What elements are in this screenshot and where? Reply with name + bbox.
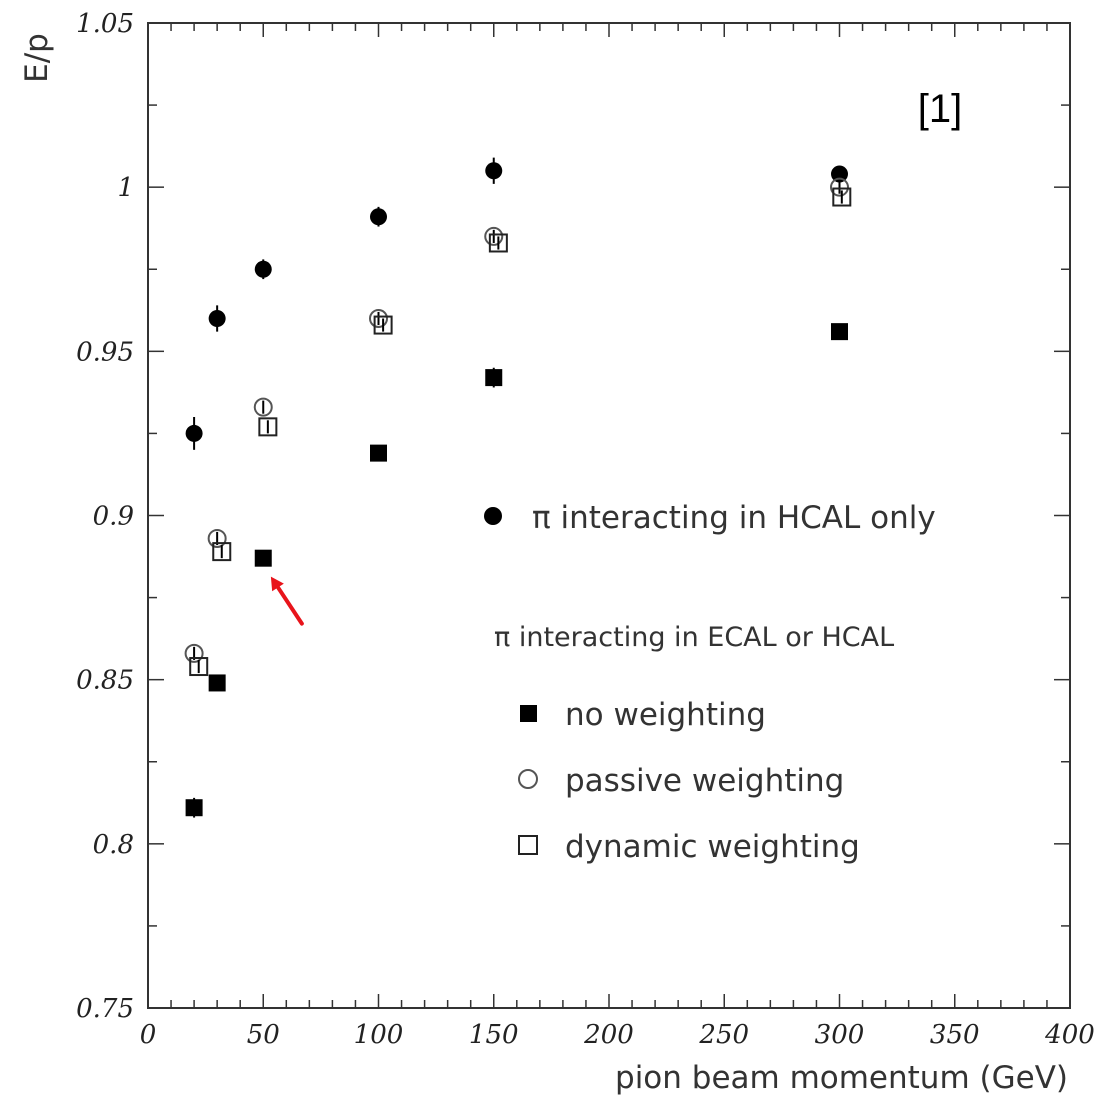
data-point-dynamic-weighting [373,315,393,335]
data-point-passive-weighting [830,177,849,197]
x-tick-labels: 0 50 100 150 200 250 300 350 400 [140,1020,1095,1050]
legend-marker-dynamic-weighting [518,835,538,855]
data-point-dynamic-weighting [832,187,852,207]
red-arrow-annotation [270,576,304,626]
data-point-no-weighting [831,323,848,341]
x-tick-label: 300 [815,1020,865,1050]
data-point-hcal-only [254,260,272,278]
y-tick-label: 1 [117,173,134,203]
data-point-dynamic-weighting [258,417,278,437]
data-point-no-weighting [370,444,387,462]
arrow-shaft [276,585,304,626]
data-point-no-weighting [185,799,203,817]
data-point-hcal-only [208,310,226,327]
x-tick-label: 250 [698,1020,749,1050]
data-point-passive-weighting [184,643,204,663]
x-axis-title: pion beam momentum (GeV) [615,1060,1068,1096]
legend: π interacting in HCAL only π interacting… [484,500,936,865]
y-tick-label: 1.05 [76,9,134,39]
data-point-no-weighting [254,549,272,567]
x-tick-label: 350 [930,1020,980,1050]
x-tick-label: 400 [1044,1020,1095,1050]
data-point-passive-weighting [207,528,227,548]
plot-frame [147,22,1071,1009]
y-tick-label: 0.85 [76,666,134,696]
data-point-dynamic-weighting [212,542,232,562]
data-point-passive-weighting [253,397,273,417]
y-tick-labels: 0.75 0.8 0.85 0.9 0.95 1 1.05 [76,9,134,1024]
arrow-head [270,576,284,592]
data-point-no-weighting [208,674,226,692]
legend-marker-hcal-only [484,507,502,525]
legend-label-passive-weighting: passive weighting [565,763,844,799]
legend-label-hcal-only: π interacting in HCAL only [532,500,936,536]
legend-marker-passive-weighting [518,769,538,789]
x-tick-label: 150 [469,1020,519,1050]
y-tick-label: 0.95 [76,337,134,367]
data-point-dynamic-weighting [488,233,508,253]
data-point-hcal-only [485,162,503,180]
data-point-passive-weighting [484,226,504,246]
y-axis-title: E/p [19,33,55,83]
x-tick-label: 200 [583,1020,634,1050]
data-point-hcal-only [185,424,203,442]
y-tick-label: 0.8 [93,830,134,860]
x-tick-label: 0 [140,1020,157,1050]
data-point-no-weighting [485,369,503,387]
data-points [184,157,852,818]
legend-group-header: π interacting in ECAL or HCAL [494,622,894,653]
legend-label-no-weighting: no weighting [565,697,766,733]
y-tick-label: 0.75 [76,994,134,1024]
x-tick-label: 100 [354,1020,404,1050]
data-point-hcal-only [831,165,848,183]
data-point-hcal-only [370,208,387,226]
reference-label: [1] [918,87,962,131]
x-tick-label: 50 [247,1020,280,1050]
y-tick-label: 0.9 [93,502,134,532]
data-point-dynamic-weighting [189,657,209,677]
data-point-passive-weighting [369,309,388,328]
legend-label-dynamic-weighting: dynamic weighting [565,829,860,865]
legend-marker-no-weighting [520,705,537,722]
